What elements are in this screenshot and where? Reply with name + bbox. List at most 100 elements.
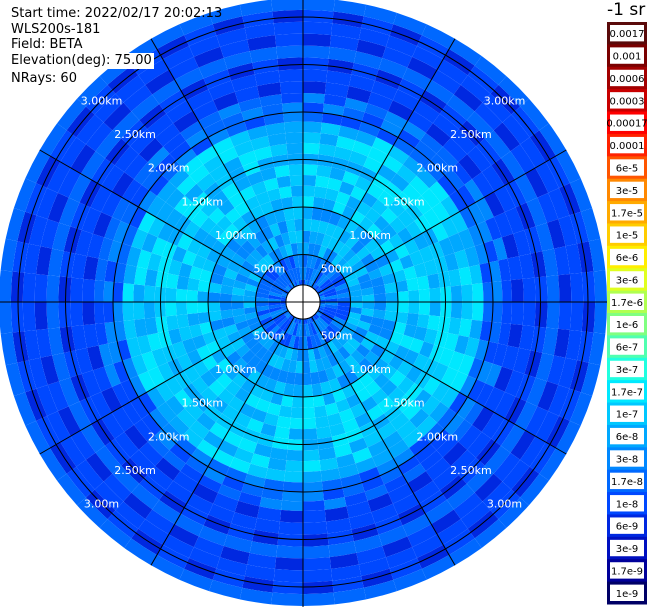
ppi-cell (356, 545, 386, 565)
ppi-cell (182, 428, 204, 449)
ppi-cell (202, 331, 217, 345)
ppi-cell (225, 121, 248, 138)
ppi-cell (458, 354, 475, 376)
ppi-cell (235, 343, 251, 358)
ppi-cell (216, 335, 232, 350)
ppi-cell (423, 376, 441, 396)
ppi-cell (524, 350, 543, 378)
ppi-cell (354, 326, 369, 338)
ppi-cell (317, 258, 327, 272)
ppi-cell (328, 46, 357, 63)
ppi-cell (305, 267, 311, 281)
ppi-cell (442, 441, 468, 467)
ppi-cell (104, 321, 118, 344)
ppi-cell (176, 275, 190, 290)
ppi-cell (187, 313, 200, 327)
ppi-cell (144, 317, 158, 336)
ppi-cell (122, 283, 135, 302)
ppi-cell (367, 492, 393, 513)
ppi-cell (247, 125, 268, 141)
ppi-cell (423, 259, 438, 276)
ppi-cell (354, 266, 369, 278)
ppi-cell (168, 415, 190, 437)
ppi-cells (0, 0, 607, 606)
ppi-cell (437, 59, 468, 85)
ppi-cell (250, 249, 264, 263)
ppi-cell (593, 302, 607, 334)
ppi-cell (325, 222, 337, 237)
ppi-cell (409, 148, 431, 168)
ppi-cell (555, 150, 581, 184)
ppi-cell (370, 276, 385, 288)
ppi-cell (364, 103, 389, 120)
ppi-cell (243, 289, 257, 298)
ppi-cell (382, 536, 413, 558)
ppi-cell (385, 292, 398, 302)
ppi-cell (83, 323, 99, 348)
ppi-cell (342, 341, 356, 355)
ppi-cell (429, 401, 450, 423)
ppi-cell (112, 383, 131, 407)
ppi-cell (310, 255, 318, 269)
ppi-cell (199, 321, 213, 335)
ppi-cell (569, 392, 593, 426)
ppi-cell (203, 119, 226, 138)
ppi-cell (407, 110, 433, 133)
ppi-cell (254, 329, 268, 342)
ppi-cell (223, 430, 243, 448)
ppi-cell (273, 209, 286, 223)
ppi-cell (352, 140, 373, 157)
ppi-cell (243, 302, 256, 309)
ppi-cell (259, 278, 273, 288)
ppi-cell (277, 533, 303, 547)
ppi-cell (208, 292, 221, 302)
ppi-cell (334, 282, 349, 292)
ppi-cell (429, 302, 441, 317)
ppi-cell (165, 188, 185, 209)
ppi-cell (537, 381, 559, 412)
ppi-cell (268, 302, 281, 306)
ppi-cell (431, 69, 461, 95)
ppi-cell (355, 457, 377, 474)
ppi-cell (147, 252, 162, 272)
ppi-cell (285, 321, 294, 334)
ppi-cell (553, 328, 570, 358)
ppi-cell (303, 21, 333, 36)
ppi-cell (243, 295, 256, 302)
ppi-cell (28, 215, 48, 247)
ppi-cell (75, 347, 93, 374)
ppi-cell (168, 259, 183, 276)
ppi-cell (397, 503, 426, 526)
ppi-cell (85, 122, 113, 152)
ppi-cell (555, 420, 581, 454)
ppi-cell (328, 322, 342, 334)
ppi-cell (372, 284, 386, 295)
ppi-cell (277, 220, 289, 235)
ppi-cell (310, 219, 321, 233)
ppi-cell (393, 12, 427, 36)
ppi-cell (558, 215, 578, 247)
ppi-cell (453, 84, 483, 112)
ppi-cell (221, 276, 236, 288)
range-label: 1.50km (181, 195, 223, 208)
ppi-cell (337, 297, 351, 302)
ppi-cell (513, 230, 531, 257)
ppi-cell (254, 230, 268, 245)
ppi-cell (413, 353, 429, 371)
ppi-cell (422, 227, 439, 246)
ppi-cell (520, 98, 549, 131)
ppi-cell (80, 151, 106, 180)
ppi-cell (378, 327, 394, 341)
ppi-cell (363, 430, 383, 448)
ppi-cell (422, 358, 439, 377)
ppi-cell (256, 287, 270, 295)
ppi-cell (200, 199, 218, 217)
ppi-cell (276, 545, 303, 559)
ppi-cell (202, 233, 218, 250)
ppi-cell (413, 480, 440, 504)
ppi-cell (351, 523, 379, 542)
ppi-cell (373, 302, 387, 311)
ppi-cell (388, 199, 406, 217)
ppi-cell (412, 534, 444, 559)
ppi-cell (535, 222, 554, 252)
